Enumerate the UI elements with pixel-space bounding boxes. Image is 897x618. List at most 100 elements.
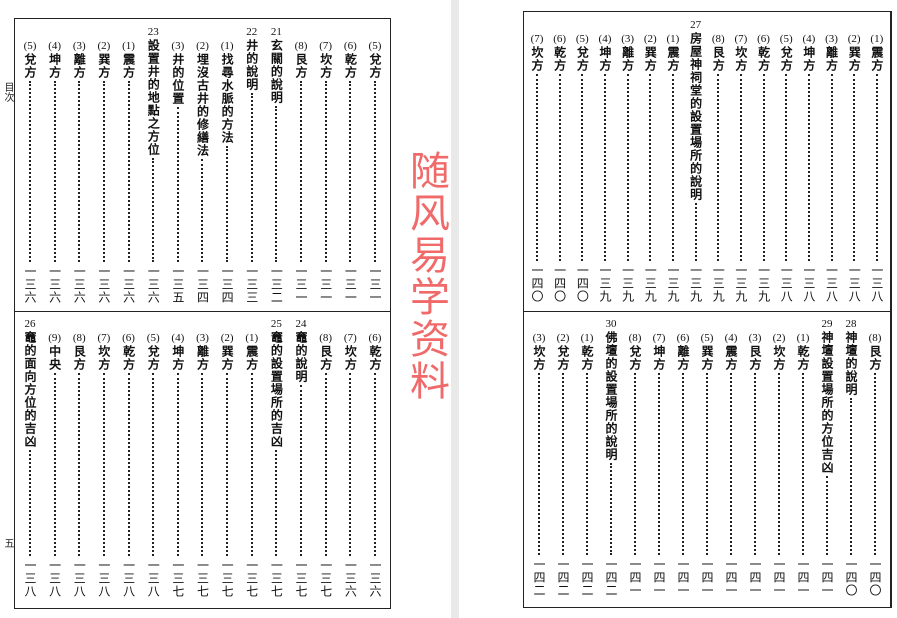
item-number: (5) xyxy=(779,33,793,45)
toc-sub-entry: (3) 離方 一三六 xyxy=(68,25,90,309)
toc-sub-entry: (1) 震方 一三六 xyxy=(118,25,140,309)
dot-leader xyxy=(853,74,856,261)
page-number: 一三六 xyxy=(367,559,382,598)
entry-title: 震方 xyxy=(724,345,738,371)
item-number: (3) xyxy=(621,33,635,45)
right-page: (1) 震方 一三八 (2) 巽方 一三八 (3) 離方 一三八 (4) 坤方 一三八 (5) 兌方 一三八… xyxy=(523,11,892,608)
entry-title: 坤方 xyxy=(597,46,612,72)
dot-leader xyxy=(78,373,81,556)
toc-sub-entry: (6) 乾方 一三八 xyxy=(118,317,140,603)
toc-chapter-entry: 22 井的說明 一三三 xyxy=(241,25,263,309)
page-number: 一四一 xyxy=(676,558,690,597)
item-number: (6) xyxy=(368,332,382,344)
toc-sub-entry: (8) 艮方 一三七 xyxy=(315,317,337,603)
page-number: 一三八 xyxy=(869,264,884,303)
chapter-number: 24 xyxy=(295,318,307,330)
entry-title: 井的位置 xyxy=(170,53,185,105)
page-number: 一三七 xyxy=(220,559,235,598)
entry-title: 坎方 xyxy=(318,53,333,79)
page-number: 一四一 xyxy=(772,558,786,597)
dot-leader xyxy=(626,74,629,261)
toc-sub-entry: (9) 中央 一三八 xyxy=(44,317,66,603)
item-number: (3) xyxy=(532,332,546,344)
dot-leader xyxy=(226,373,229,556)
entry-title: 找尋水脈的方法 xyxy=(220,53,235,144)
page-gutter xyxy=(451,0,459,618)
page-number: 一三八 xyxy=(824,264,839,303)
dot-leader xyxy=(762,74,765,261)
entry-title: 兌方 xyxy=(779,46,794,72)
item-number: (5) xyxy=(700,332,714,344)
dot-leader xyxy=(176,107,179,262)
chapter-number: 27 xyxy=(690,19,702,31)
toc-chapter-entry: 26 竈的面向方位的吉凶 一三八 xyxy=(19,317,41,603)
entry-title: 巽方 xyxy=(220,345,235,371)
toc-sub-entry: (1) 乾方 一四一 xyxy=(792,317,814,602)
left-bottom-panel: (6) 乾方 一三六 (7) 坎方 一三六 (8) 艮方 一三七 24 竈的說明 一三七 25 竈的設置場… xyxy=(19,317,386,603)
chapter-number: 21 xyxy=(270,26,282,38)
divider xyxy=(15,311,390,312)
entry-title: 乾方 xyxy=(756,46,771,72)
page-number: 一四一 xyxy=(748,558,762,597)
entry-title: 震方 xyxy=(121,53,136,79)
toc-sub-entry: (5) 兌方 一三六 xyxy=(19,25,41,309)
entry-title: 坎方 xyxy=(733,46,748,72)
toc-chapter-entry: 30 佛壇的設置場所的說明 一四二 xyxy=(600,317,622,602)
item-number: (1) xyxy=(220,40,234,52)
page-number: 一四一 xyxy=(628,558,642,597)
toc-sub-entry: (6) 離方 一四一 xyxy=(672,317,694,602)
toc-sub-entry: (7) 坤方 一四一 xyxy=(648,317,670,602)
page-number: 一三八 xyxy=(96,559,111,598)
entry-title: 乾方 xyxy=(796,345,810,371)
entry-title: 乾方 xyxy=(343,53,358,79)
entry-title: 巽方 xyxy=(700,345,714,371)
entry-title: 兌方 xyxy=(23,53,37,79)
toc-chapter-entry: 27 房屋神祠堂的設置場所的說明 一三九 xyxy=(685,18,707,308)
page-number: 一三六 xyxy=(47,265,62,304)
item-number: (1) xyxy=(666,33,680,45)
dot-leader xyxy=(536,74,538,261)
entry-title: 離方 xyxy=(824,46,839,72)
entry-title: 房屋神祠堂的設置場所的說明 xyxy=(688,32,703,201)
toc-chapter-entry: 28 神壇的說明 一四〇 xyxy=(840,317,862,602)
dot-leader xyxy=(152,158,155,262)
toc-sub-entry: (7) 坎方 一四〇 xyxy=(526,18,548,308)
item-number: (3) xyxy=(196,332,209,344)
page-number: 一三六 xyxy=(23,265,37,304)
item-number: (5) xyxy=(575,33,589,45)
page-number: 一三七 xyxy=(294,559,309,598)
dot-leader xyxy=(300,385,303,556)
dot-leader xyxy=(102,373,105,556)
dot-leader xyxy=(610,463,612,555)
toc-chapter-entry: 25 竈的設置場所的吉凶 一三七 xyxy=(265,317,287,603)
toc-sub-entry: (7) 坎方 一三九 xyxy=(730,18,752,308)
item-number: (8) xyxy=(294,40,308,52)
page-number: 一三七 xyxy=(244,559,259,598)
chapter-number: 29 xyxy=(821,318,833,330)
entry-title: 坎方 xyxy=(96,345,111,371)
chapter-number: 28 xyxy=(845,318,857,330)
entry-title: 兌方 xyxy=(367,53,382,79)
item-number: (5) xyxy=(146,332,160,344)
page-number: 一四〇 xyxy=(844,558,858,597)
toc-sub-entry: (8) 艮方 一三八 xyxy=(68,317,90,603)
dot-leader xyxy=(324,373,327,556)
entry-title: 艮方 xyxy=(748,345,762,371)
dot-leader xyxy=(349,81,352,262)
page-number: 一四一 xyxy=(652,558,666,597)
dot-leader xyxy=(53,373,56,556)
dot-leader xyxy=(250,93,253,262)
dot-leader xyxy=(538,373,540,555)
toc-sub-entry: (6) 乾方 一三一 xyxy=(339,25,361,309)
dot-leader xyxy=(78,81,81,262)
item-number: (4) xyxy=(724,332,738,344)
item-number: (2) xyxy=(97,40,111,52)
dot-leader xyxy=(807,74,810,261)
page-number: 一四〇 xyxy=(868,558,882,597)
entry-title: 神壇設置場所的方位吉凶 xyxy=(820,331,834,474)
item-number: (2) xyxy=(196,40,209,52)
toc-sub-entry: (2) 巽方 一三六 xyxy=(93,25,115,309)
toc-chapter-entry: 21 玄關的說明 一三二 xyxy=(265,25,287,309)
dot-leader xyxy=(634,373,636,555)
left-top-panel: (5) 兌方 一三一 (6) 乾方 一三一 (7) 坎方 一三一 (8) 艮方 一三一 21 玄關的說明一… xyxy=(19,25,386,309)
